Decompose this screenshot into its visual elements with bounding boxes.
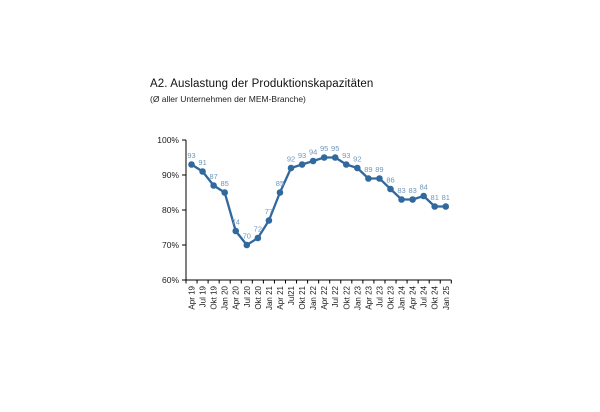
x-tick-label: Jul 19 [199, 285, 208, 307]
data-point [376, 175, 383, 182]
data-point [409, 196, 416, 203]
data-point [221, 189, 228, 196]
data-point-label: 81 [431, 193, 439, 202]
data-point-label: 74 [232, 218, 240, 227]
x-tick-label: Okt 21 [298, 285, 307, 309]
x-tick-label: Jan 25 [442, 285, 451, 310]
y-tick-label: 100% [157, 135, 179, 145]
data-point-label: 92 [353, 155, 361, 164]
data-point [232, 227, 240, 235]
data-point [265, 217, 273, 224]
x-tick-label: Apr 23 [364, 285, 373, 309]
data-point-label: 86 [386, 176, 394, 185]
x-tick-label: Okt 19 [210, 285, 219, 309]
x-tick-label: Jul 24 [420, 285, 429, 307]
data-point-label: 95 [320, 144, 328, 153]
x-tick-label: Apr 21 [276, 285, 285, 309]
data-point-label: 85 [221, 179, 229, 188]
data-point-label: 89 [364, 165, 372, 174]
data-point-label: 84 [419, 183, 427, 192]
data-point-label: 87 [209, 172, 217, 181]
y-tick-label: 60% [162, 275, 179, 285]
chart-title: A2. Auslastung der Produktionskapazitäte… [150, 78, 374, 90]
x-tick-label: Jan 21 [265, 285, 274, 310]
x-tick-label: Apr 22 [320, 285, 329, 309]
x-tick-label: Jul 20 [243, 285, 252, 307]
data-point-label: 85 [276, 179, 284, 188]
x-tick-label: Jan 24 [398, 285, 407, 310]
data-point-label: 95 [331, 144, 339, 153]
x-tick-label: Jul21 [287, 285, 296, 305]
data-point-label: 93 [298, 151, 306, 160]
data-point-label: 93 [187, 151, 195, 160]
data-point-label: 91 [198, 158, 206, 167]
data-point [188, 161, 195, 168]
data-point-label: 94 [309, 148, 317, 157]
data-point [243, 241, 251, 249]
x-tick-label: Jan 23 [353, 285, 362, 310]
data-point-label: 70 [243, 232, 251, 241]
data-point-label: 72 [254, 225, 262, 234]
data-point [199, 168, 206, 175]
data-point [287, 164, 295, 172]
data-point [331, 154, 339, 161]
data-point [442, 203, 450, 210]
data-point-label: 83 [397, 186, 405, 195]
data-point [298, 161, 306, 168]
data-point-label: 81 [442, 193, 450, 202]
data-point-label: 77 [265, 207, 273, 216]
y-tick-label: 70% [162, 240, 179, 250]
x-tick-label: Apr 24 [409, 285, 418, 309]
x-tick-label: Okt 22 [342, 285, 351, 309]
y-tick-label: 90% [162, 170, 179, 180]
data-point-label: 92 [287, 155, 295, 164]
chart-subtitle: (Ø aller Unternehmen der MEM-Branche) [150, 94, 306, 104]
data-point-label: 89 [375, 165, 383, 174]
x-tick-label: Okt 24 [431, 285, 440, 309]
data-point [309, 157, 317, 165]
y-tick-label: 80% [162, 205, 179, 215]
data-point [210, 182, 217, 189]
data-point [387, 185, 394, 193]
data-point [365, 175, 372, 182]
x-tick-label: Jan 22 [309, 285, 318, 310]
data-point [276, 189, 284, 196]
data-point [320, 154, 328, 161]
x-tick-label: Okt 23 [387, 285, 396, 309]
x-tick-label: Jan 20 [221, 285, 230, 310]
data-point [398, 196, 405, 203]
x-tick-label: Jul 22 [331, 285, 340, 307]
data-point [254, 234, 262, 242]
x-tick-label: Okt 20 [254, 285, 263, 309]
data-point-label: 83 [408, 186, 416, 195]
data-point [342, 161, 350, 168]
data-point-label: 93 [342, 151, 350, 160]
x-tick-label: Apr 20 [232, 285, 241, 309]
data-point [431, 203, 439, 210]
x-tick-label: Apr 19 [188, 285, 197, 309]
x-tick-label: Jul 23 [375, 285, 384, 307]
data-point [354, 164, 361, 172]
data-line [190, 156, 447, 247]
data-point [420, 192, 427, 200]
